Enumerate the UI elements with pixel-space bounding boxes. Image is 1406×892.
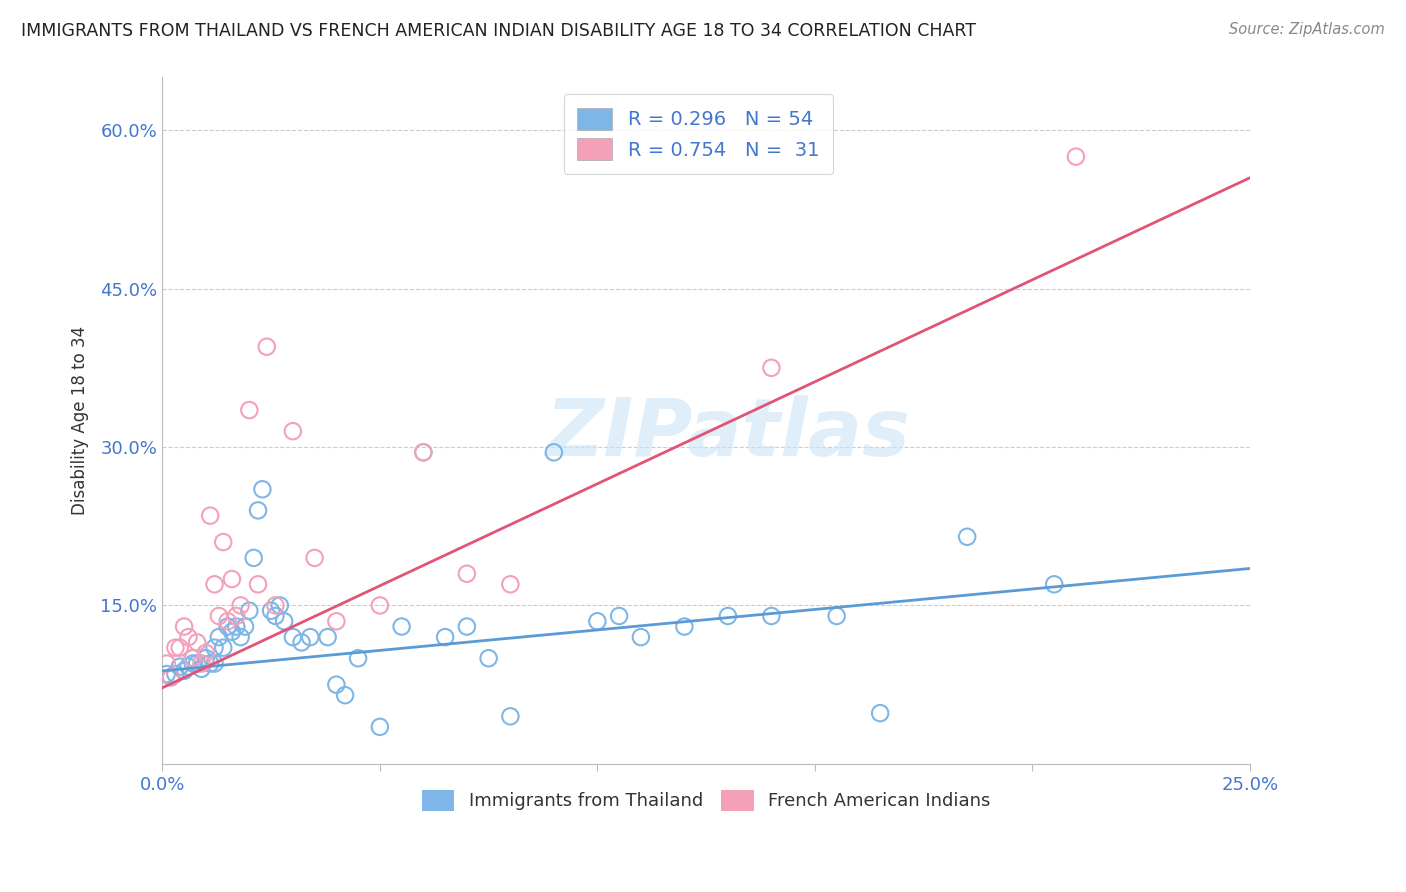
Point bbox=[281, 630, 304, 644]
Point bbox=[217, 619, 239, 633]
Point bbox=[673, 619, 696, 633]
Point bbox=[368, 720, 391, 734]
Point bbox=[173, 664, 195, 678]
Point bbox=[256, 340, 278, 354]
Point bbox=[212, 640, 235, 655]
Text: IMMIGRANTS FROM THAILAND VS FRENCH AMERICAN INDIAN DISABILITY AGE 18 TO 34 CORRE: IMMIGRANTS FROM THAILAND VS FRENCH AMERI… bbox=[21, 22, 976, 40]
Point bbox=[761, 360, 783, 375]
Point bbox=[316, 630, 339, 644]
Point bbox=[186, 657, 208, 671]
Point bbox=[177, 630, 200, 644]
Point bbox=[264, 599, 287, 613]
Point bbox=[499, 709, 522, 723]
Point bbox=[204, 640, 226, 655]
Point bbox=[217, 614, 239, 628]
Point bbox=[434, 630, 457, 644]
Point bbox=[204, 577, 226, 591]
Point bbox=[160, 670, 183, 684]
Point bbox=[290, 635, 312, 649]
Point bbox=[607, 609, 630, 624]
Point bbox=[169, 659, 191, 673]
Point bbox=[208, 609, 231, 624]
Point bbox=[543, 445, 565, 459]
Point bbox=[252, 483, 274, 497]
Point bbox=[586, 614, 609, 628]
Point bbox=[478, 651, 501, 665]
Point bbox=[156, 667, 179, 681]
Point bbox=[238, 403, 260, 417]
Point bbox=[181, 657, 204, 671]
Point bbox=[221, 624, 243, 639]
Point bbox=[212, 535, 235, 549]
Point bbox=[177, 659, 200, 673]
Point bbox=[225, 619, 247, 633]
Point bbox=[347, 651, 370, 665]
Point bbox=[229, 599, 252, 613]
Point bbox=[165, 640, 187, 655]
Point bbox=[456, 566, 478, 581]
Point bbox=[225, 609, 247, 624]
Point bbox=[325, 614, 347, 628]
Point bbox=[260, 604, 283, 618]
Point bbox=[247, 577, 270, 591]
Point bbox=[204, 657, 226, 671]
Point bbox=[190, 662, 212, 676]
Point bbox=[368, 599, 391, 613]
Point bbox=[273, 614, 295, 628]
Point bbox=[169, 640, 191, 655]
Point bbox=[499, 577, 522, 591]
Point bbox=[264, 609, 287, 624]
Point bbox=[247, 503, 270, 517]
Point bbox=[281, 424, 304, 438]
Point bbox=[269, 599, 291, 613]
Legend: Immigrants from Thailand, French American Indians: Immigrants from Thailand, French America… bbox=[409, 777, 1002, 823]
Point bbox=[173, 619, 195, 633]
Point bbox=[181, 651, 204, 665]
Point bbox=[412, 445, 434, 459]
Point bbox=[456, 619, 478, 633]
Point bbox=[242, 550, 264, 565]
Point bbox=[299, 630, 322, 644]
Point bbox=[208, 630, 231, 644]
Point bbox=[391, 619, 413, 633]
Point bbox=[956, 530, 979, 544]
Text: Source: ZipAtlas.com: Source: ZipAtlas.com bbox=[1229, 22, 1385, 37]
Point bbox=[304, 550, 326, 565]
Point bbox=[181, 651, 204, 665]
Point bbox=[825, 609, 848, 624]
Point bbox=[194, 646, 217, 660]
Point bbox=[325, 678, 347, 692]
Point bbox=[165, 667, 187, 681]
Point bbox=[1064, 150, 1087, 164]
Point bbox=[1043, 577, 1066, 591]
Point bbox=[190, 657, 212, 671]
Point bbox=[412, 445, 434, 459]
Point bbox=[233, 619, 256, 633]
Point bbox=[761, 609, 783, 624]
Point bbox=[333, 688, 356, 702]
Point bbox=[186, 635, 208, 649]
Point bbox=[221, 572, 243, 586]
Point bbox=[198, 508, 221, 523]
Point bbox=[630, 630, 652, 644]
Point bbox=[869, 706, 891, 720]
Point bbox=[717, 609, 740, 624]
Y-axis label: Disability Age 18 to 34: Disability Age 18 to 34 bbox=[72, 326, 89, 516]
Point bbox=[238, 604, 260, 618]
Point bbox=[194, 651, 217, 665]
Point bbox=[160, 670, 183, 684]
Text: ZIPatlas: ZIPatlas bbox=[546, 395, 911, 474]
Point bbox=[198, 657, 221, 671]
Point bbox=[229, 630, 252, 644]
Point bbox=[156, 657, 179, 671]
